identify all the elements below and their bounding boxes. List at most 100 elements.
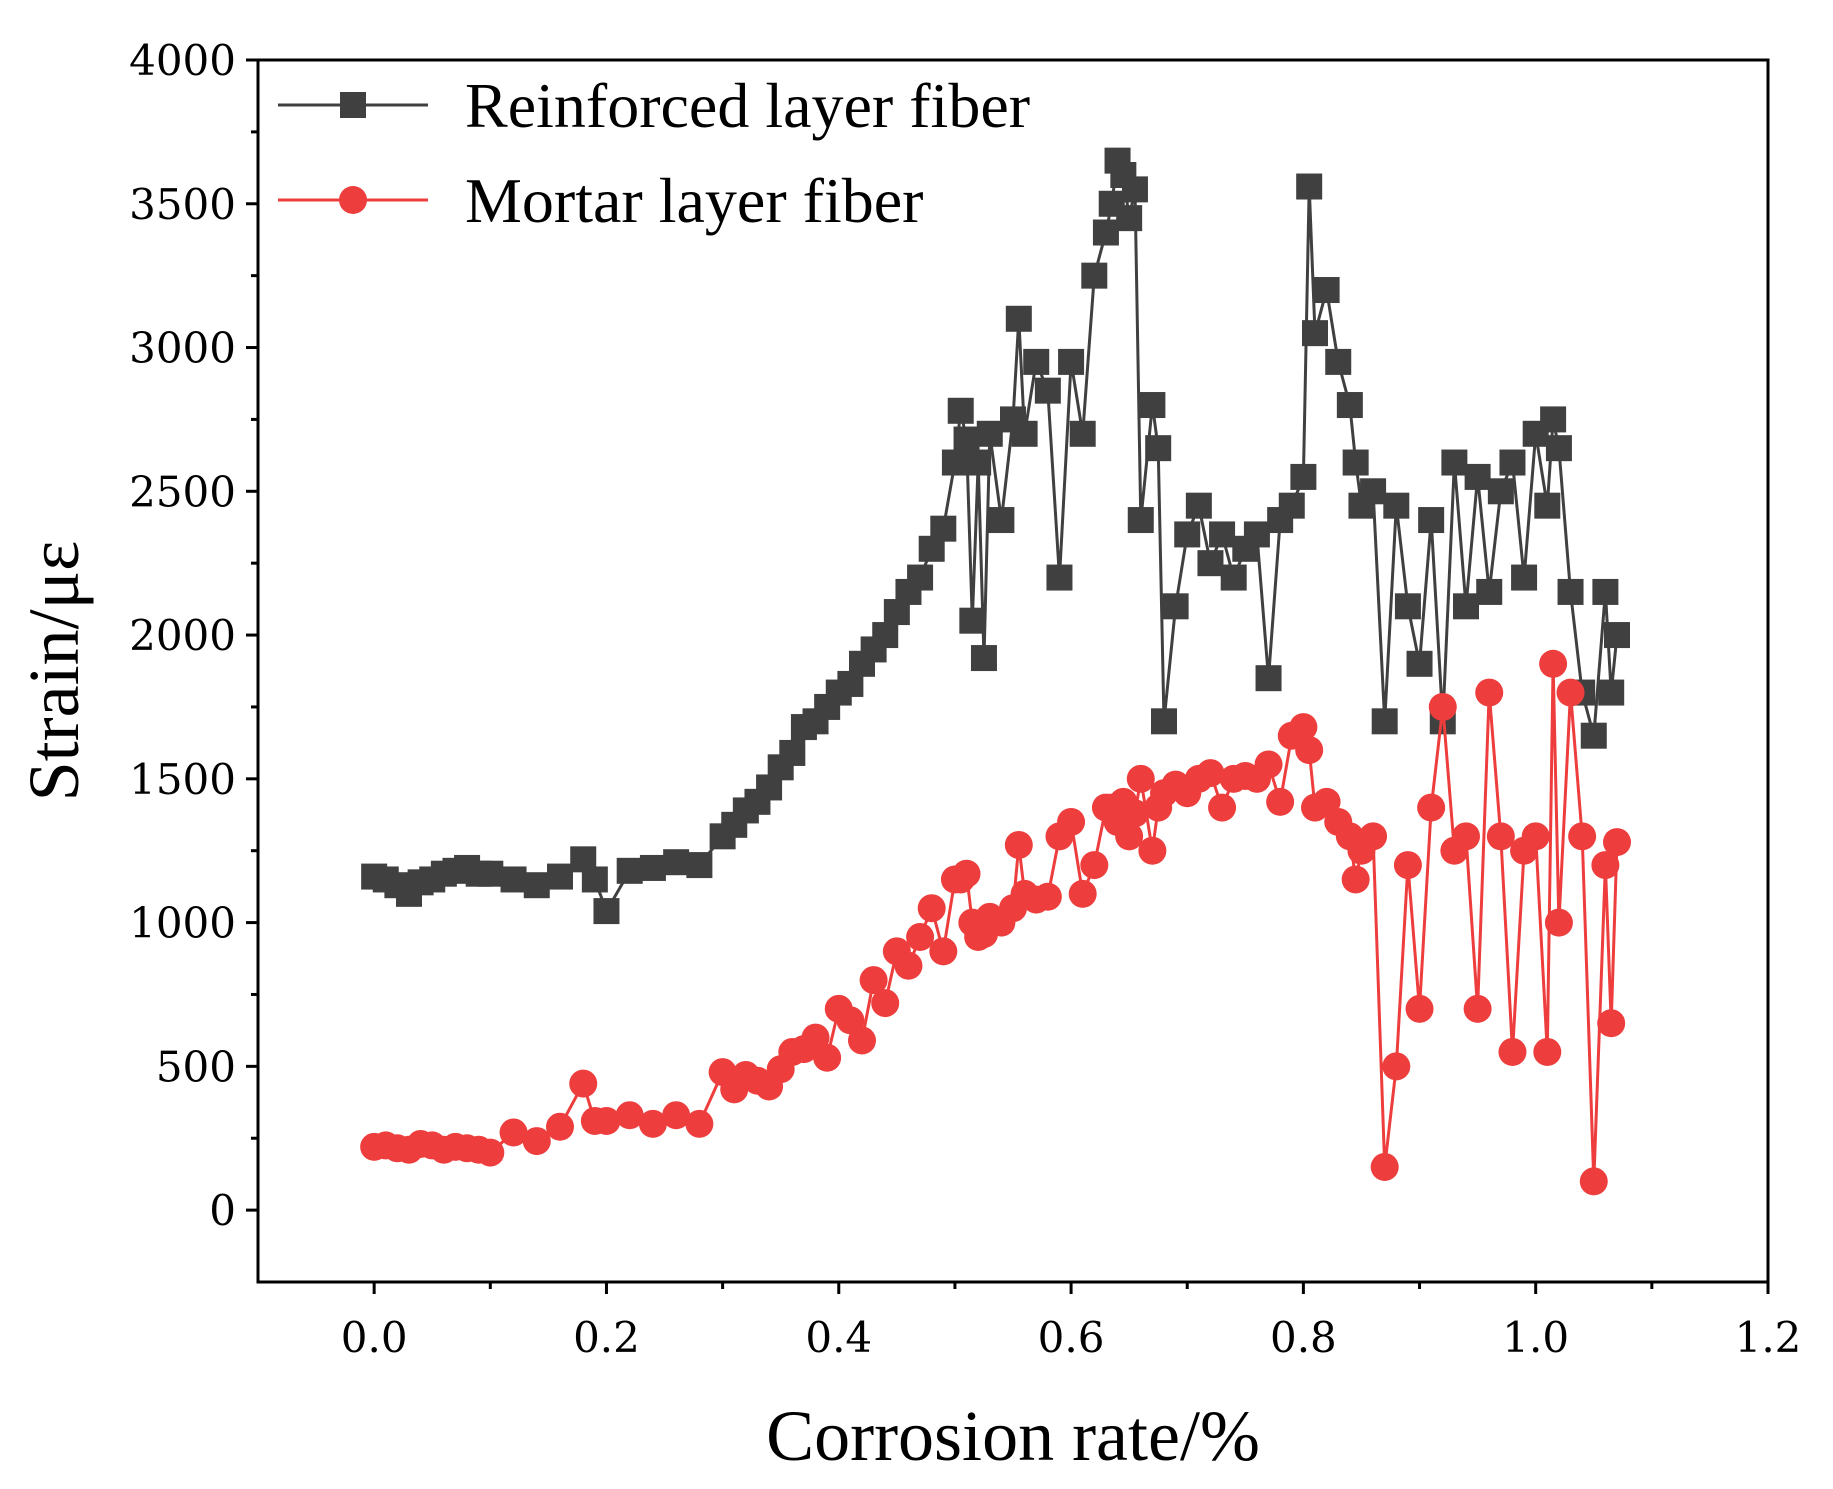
data-point [970,645,997,672]
data-point [779,739,806,766]
data-point [1220,564,1247,591]
plot-frame [256,58,1770,1284]
data-point [848,1026,876,1055]
x-tick-label: 0.2 [573,1313,640,1362]
data-point [871,989,900,1018]
data-point [1511,564,1538,591]
data-point [616,857,643,884]
data-point [1081,262,1108,289]
data-point [581,866,608,893]
data-point [1126,764,1155,793]
y-tick-label: 3500 [129,180,236,229]
data-point [894,951,923,980]
data-point [1336,392,1363,419]
data-point [1116,205,1143,232]
data-point [547,863,573,890]
data-point [1463,994,1492,1023]
legend: Reinforced layer fiber Mortar layer fibe… [278,70,1030,236]
data-point [1296,173,1323,200]
data-point [1197,550,1224,577]
data-point [1534,492,1561,519]
data-point [1278,492,1305,519]
data-point [593,898,620,925]
data-point [1162,593,1189,620]
data-point [522,1127,551,1156]
series-0 [361,147,1630,925]
plot-data-layer [360,147,1631,1196]
data-point [1521,822,1550,851]
data-point [1452,822,1480,851]
data-point [638,1109,667,1138]
data-point [930,515,957,542]
y-tick-label: 3000 [129,324,236,373]
x-tick-label: 1.0 [1502,1313,1569,1362]
data-point [685,1109,714,1138]
y-tick-label: 2500 [129,467,236,516]
data-point [1120,799,1149,828]
data-point [1046,564,1073,591]
x-tick-label: 1.2 [1735,1313,1802,1362]
data-point [663,849,690,876]
data-point [952,859,981,888]
data-point [1289,713,1318,742]
data-point [1544,908,1573,937]
data-point [1058,348,1085,375]
data-point [1539,649,1568,678]
y-tick-label: 1500 [129,755,236,804]
data-point [1394,593,1421,620]
data-point [1115,822,1144,851]
data-point [859,966,888,995]
data-point [1341,865,1370,894]
data-point [947,397,974,424]
x-tick-label: 0.0 [341,1313,408,1362]
data-point [1254,750,1283,779]
data-point [1121,176,1148,203]
data-point [965,449,992,476]
data-point [639,854,666,881]
data-point [1359,822,1388,851]
data-point [941,449,968,476]
data-point [1138,836,1167,865]
data-point [1557,578,1584,605]
data-point [917,894,946,923]
data-point [813,1043,842,1072]
data-point [1068,879,1097,908]
data-point [1092,219,1119,246]
y-tick-label: 2000 [129,611,236,660]
data-point [1441,449,1468,476]
data-point [500,866,527,893]
data-point [1371,708,1398,735]
data-point [1302,320,1328,347]
series-1 [360,649,1631,1196]
x-tick-label: 0.4 [805,1313,872,1362]
legend-marker-square-icon [340,92,366,118]
data-point [1370,1152,1399,1181]
data-point [1196,759,1225,788]
data-point [1418,507,1445,534]
data-point [1266,787,1295,816]
data-point [1382,1052,1411,1081]
data-point [1556,678,1585,707]
data-point [1290,463,1317,490]
data-point [907,564,934,591]
legend-item-mortar: Mortar layer fiber [278,165,923,236]
data-point [546,1112,574,1141]
data-point [1011,420,1038,447]
data-point [1209,521,1236,548]
legend-item-reinforced: Reinforced layer fiber [278,70,1030,141]
data-point [1428,692,1457,721]
data-point [1069,420,1096,447]
data-point [1057,807,1086,836]
data-point [1592,578,1619,605]
data-point [1598,679,1625,706]
data-point [1580,722,1607,749]
x-axis-title: Corrosion rate/% [766,1396,1260,1476]
legend-marker-circle-icon [339,186,367,214]
data-point [1406,650,1433,677]
axes: 0.0 0.2 0.4 0.6 0.8 1.0 1.2 0 500 1000 1500 2000 250… [129,36,1801,1362]
data-point [1243,521,1270,548]
data-point [976,420,1003,447]
data-point [592,1106,621,1135]
legend-label-reinforced: Reinforced layer fiber [465,70,1030,141]
